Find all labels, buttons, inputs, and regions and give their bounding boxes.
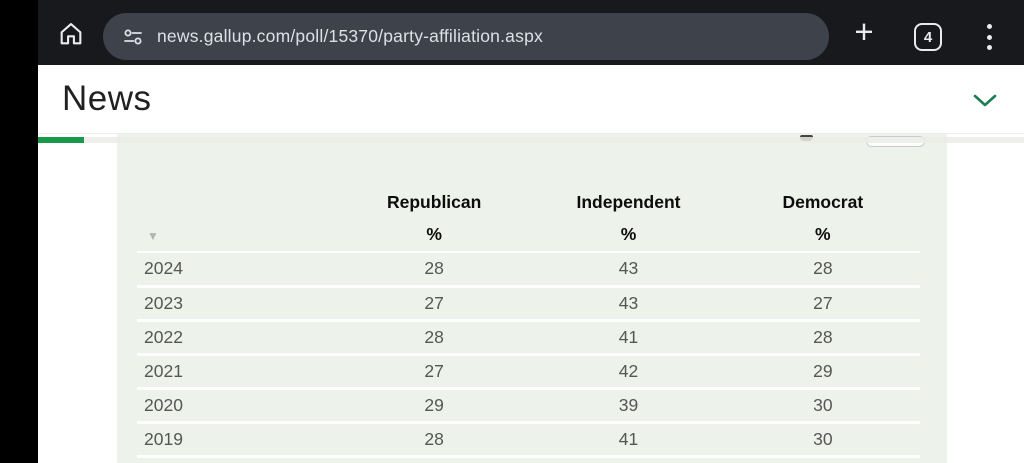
- value-cell: 42: [531, 354, 726, 390]
- year-cell: 2020: [137, 388, 337, 424]
- value-cell: 30: [725, 422, 920, 458]
- chevron-down-icon[interactable]: [972, 93, 998, 109]
- value-cell: 27: [725, 286, 920, 322]
- menu-dot: [986, 24, 992, 29]
- year-cell: 2023: [137, 286, 337, 322]
- new-tab-button[interactable]: +: [854, 13, 874, 50]
- year-column-header: [137, 178, 337, 218]
- value-cell: 27: [337, 286, 532, 322]
- sort-descending-icon[interactable]: ▼: [147, 229, 159, 243]
- year-cell: 2021: [137, 354, 337, 390]
- value-cell: 28: [337, 320, 532, 356]
- unit-label: %: [531, 218, 726, 253]
- value-cell: 39: [531, 388, 726, 424]
- home-button[interactable]: [56, 19, 86, 49]
- menu-dot: [986, 34, 992, 40]
- value-cell: 28: [337, 251, 532, 288]
- browser-menu-button[interactable]: [983, 22, 995, 52]
- value-cell: 41: [531, 422, 726, 458]
- site-header: News: [38, 65, 1024, 134]
- unit-label: %: [725, 218, 920, 253]
- year-cell: 2024: [137, 251, 337, 288]
- address-bar[interactable]: news.gallup.com/poll/15370/party-affilia…: [103, 13, 829, 60]
- value-cell: 30: [725, 388, 920, 424]
- year-cell: 2022: [137, 320, 337, 356]
- year-cell: 2019: [137, 422, 337, 458]
- tab-count: 4: [923, 28, 933, 46]
- unit-label: %: [337, 218, 532, 253]
- table-row: 2024 28 43 28: [137, 251, 920, 288]
- table-row: 2022 28 41 28: [137, 320, 920, 356]
- value-cell: 29: [725, 354, 920, 390]
- progress-bar-track: [38, 137, 1024, 143]
- progress-bar-fill: [38, 137, 84, 143]
- column-header-democrat: Democrat: [782, 191, 864, 212]
- value-cell: 43: [531, 251, 726, 288]
- left-gutter: [0, 0, 38, 463]
- value-cell: 28: [337, 422, 532, 458]
- table-row: 2021 27 42 29: [137, 354, 920, 390]
- value-cell: 27: [337, 354, 532, 390]
- poll-table-card: Republican Independent Democrat ▼ % % % …: [117, 134, 947, 463]
- url-text[interactable]: news.gallup.com/poll/15370/party-affilia…: [157, 26, 543, 46]
- site-logo-news[interactable]: News: [62, 79, 152, 118]
- value-cell: 28: [725, 251, 920, 288]
- table-row: 2020 29 39 30: [137, 388, 920, 424]
- tab-switcher-button[interactable]: 4: [914, 23, 942, 51]
- column-header-independent: Independent: [576, 191, 681, 212]
- value-cell: 28: [725, 320, 920, 356]
- table-row: 2019 28 41 30: [137, 422, 920, 458]
- browser-toolbar: news.gallup.com/poll/15370/party-affilia…: [0, 0, 1024, 65]
- value-cell: 29: [337, 388, 532, 424]
- value-cell: 41: [531, 320, 726, 356]
- value-cell: 43: [531, 286, 726, 322]
- menu-dot: [986, 45, 992, 50]
- column-header-republican: Republican: [387, 191, 482, 212]
- party-affiliation-table: Republican Independent Democrat ▼ % % % …: [137, 178, 920, 458]
- site-info-icon[interactable]: [123, 28, 143, 46]
- table-row: 2023 27 43 27: [137, 286, 920, 322]
- home-icon: [60, 23, 82, 45]
